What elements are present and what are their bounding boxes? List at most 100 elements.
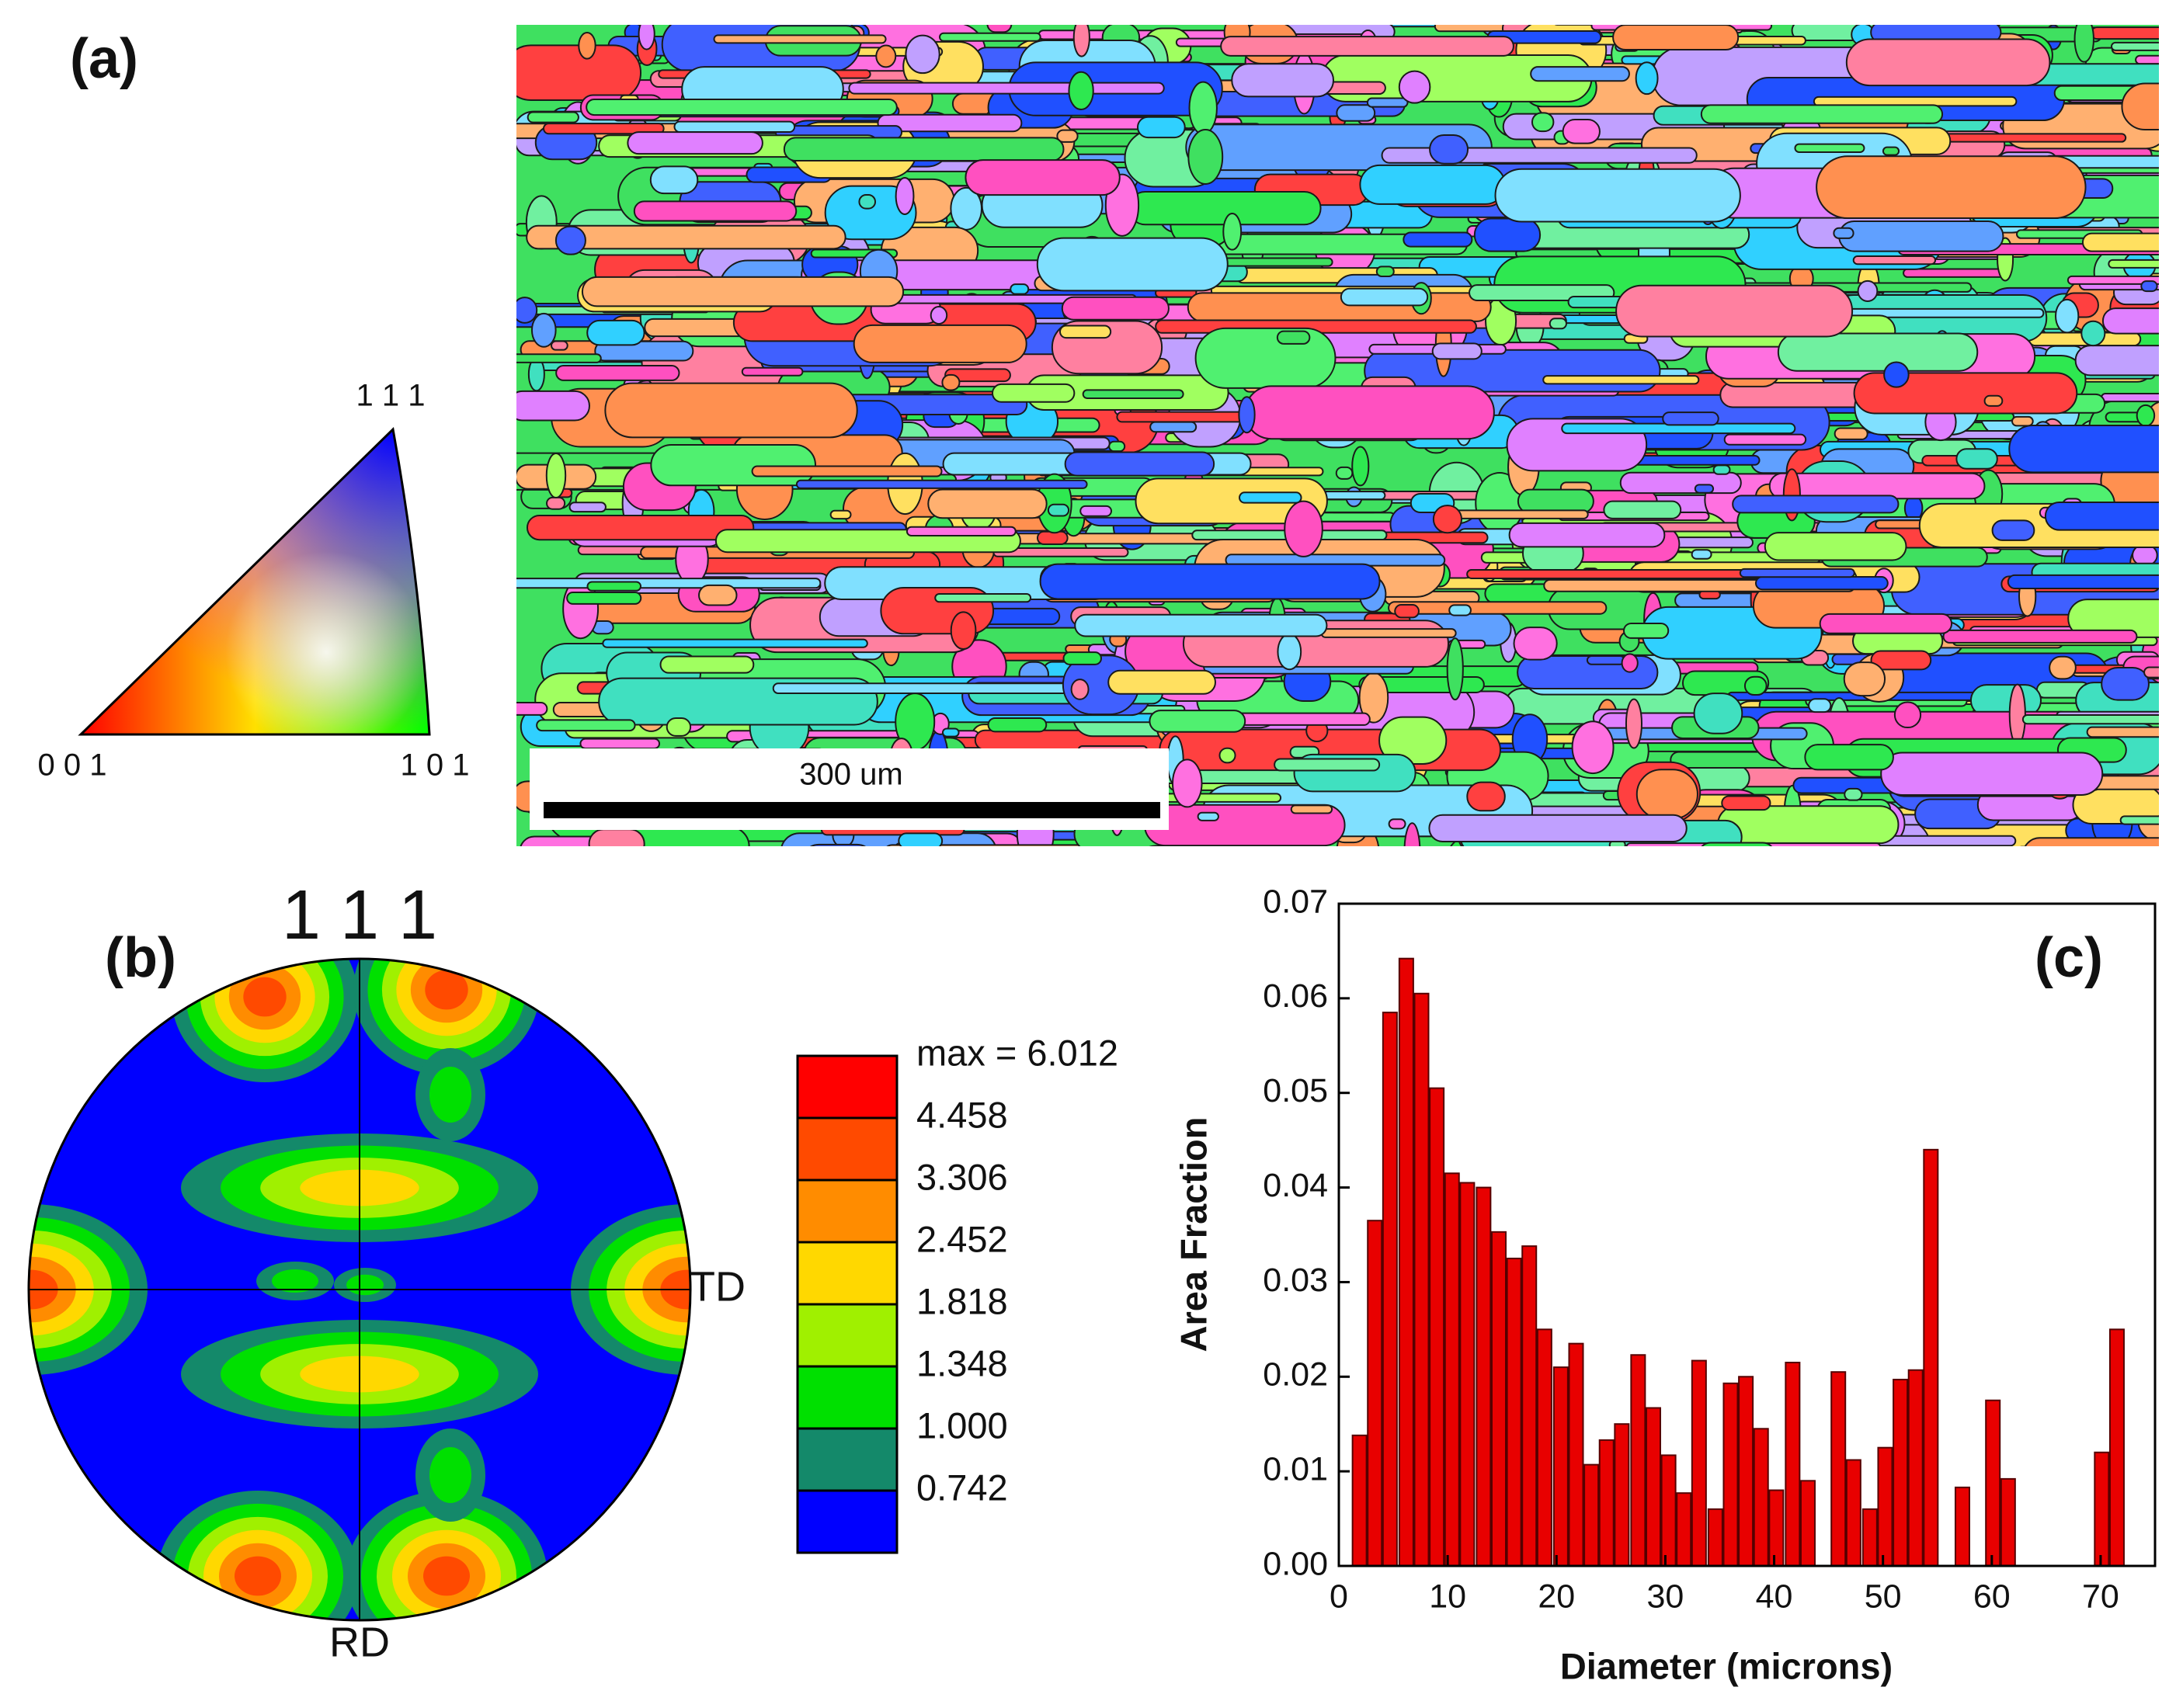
grain — [1513, 627, 1558, 661]
bar — [1398, 957, 1414, 1567]
grain — [1942, 629, 2138, 644]
grain — [516, 578, 822, 589]
grain — [1508, 522, 1666, 548]
grain — [2111, 41, 2159, 51]
grain — [853, 324, 1027, 363]
grain — [1603, 500, 1682, 519]
grain — [1857, 279, 1879, 302]
bar — [1630, 1354, 1646, 1567]
grain — [1062, 651, 1102, 665]
grain — [1047, 503, 1070, 517]
grain — [895, 176, 915, 215]
grain — [545, 453, 567, 499]
rd-label: RD — [329, 1619, 390, 1665]
grain — [586, 319, 645, 346]
grain — [1446, 637, 1464, 701]
grain — [1694, 484, 1715, 494]
grain — [1635, 769, 1698, 820]
contour — [423, 1556, 470, 1596]
y-tick-label: 0.01 — [1263, 1451, 1328, 1488]
grain — [633, 200, 798, 222]
grain — [780, 832, 996, 846]
y-tick-label: 0.04 — [1263, 1167, 1328, 1204]
grain — [2073, 25, 2094, 63]
bar — [1552, 1366, 1569, 1567]
grain — [1732, 495, 1900, 514]
grain — [1010, 283, 1030, 295]
grain — [905, 34, 940, 75]
grain — [2108, 259, 2159, 269]
grain — [1955, 448, 1998, 470]
legend-swatch — [796, 1365, 899, 1430]
pole-figure-title: 1 1 1 — [282, 877, 437, 954]
plot-frame — [1337, 902, 2157, 1567]
bar — [1444, 1172, 1460, 1567]
grain — [1739, 568, 1855, 578]
grain — [2090, 26, 2159, 40]
grain — [941, 373, 961, 391]
grain — [526, 514, 755, 541]
grain — [543, 123, 665, 135]
grain — [1398, 70, 1431, 104]
grain — [555, 364, 680, 381]
grain — [2143, 666, 2159, 679]
legend-label: 2.452 — [916, 1218, 1008, 1259]
grain — [546, 496, 566, 510]
grain — [1056, 129, 1079, 143]
grain — [2086, 726, 2159, 738]
grain — [1448, 604, 1472, 616]
grain — [666, 717, 692, 737]
grain — [579, 738, 661, 750]
grain — [1466, 781, 1506, 812]
grain — [1853, 372, 2078, 415]
grain — [1705, 845, 1965, 846]
grain — [987, 717, 1048, 733]
bar — [1877, 1446, 1893, 1567]
grain — [1452, 509, 1589, 519]
grain — [1039, 563, 1381, 600]
grain — [1290, 804, 1333, 814]
grain — [1816, 155, 2087, 220]
grain — [875, 44, 897, 68]
grain — [1693, 693, 1743, 734]
grain — [1149, 710, 1246, 733]
grain — [1530, 66, 1630, 82]
grain — [1838, 220, 2004, 252]
grain — [1549, 318, 1567, 330]
grain — [1844, 787, 1863, 801]
grain — [809, 843, 867, 846]
grain — [1149, 421, 1197, 433]
x-tick-label: 70 — [2082, 1578, 2119, 1615]
grain — [566, 591, 642, 605]
bar — [1923, 1148, 1939, 1567]
grain — [2007, 574, 2159, 589]
grain — [1903, 268, 2010, 278]
grain — [1635, 61, 1659, 95]
grain — [526, 224, 846, 250]
grain — [1036, 237, 1229, 292]
bar — [1521, 1245, 1538, 1567]
grain — [1070, 679, 1090, 700]
grain — [1712, 464, 1731, 475]
bar — [1985, 1399, 2001, 1567]
grain — [1188, 81, 1218, 135]
bar — [1382, 1012, 1398, 1567]
grain — [1517, 488, 1594, 514]
grain — [1320, 628, 1457, 638]
grain — [1723, 433, 1807, 446]
grain — [2008, 425, 2159, 474]
legend-label: 1.818 — [916, 1280, 1008, 1321]
grain — [795, 479, 1088, 489]
bar — [1413, 992, 1430, 1567]
grain — [1361, 845, 1368, 846]
grain — [886, 844, 1124, 846]
grain — [1473, 217, 1542, 252]
grain — [2081, 232, 2159, 252]
grain — [1231, 63, 1335, 98]
grain — [941, 727, 960, 738]
grain — [516, 297, 538, 324]
ebsd-map — [516, 25, 2159, 846]
grain — [594, 340, 694, 362]
bar — [1568, 1342, 1584, 1567]
grain — [1276, 330, 1311, 345]
